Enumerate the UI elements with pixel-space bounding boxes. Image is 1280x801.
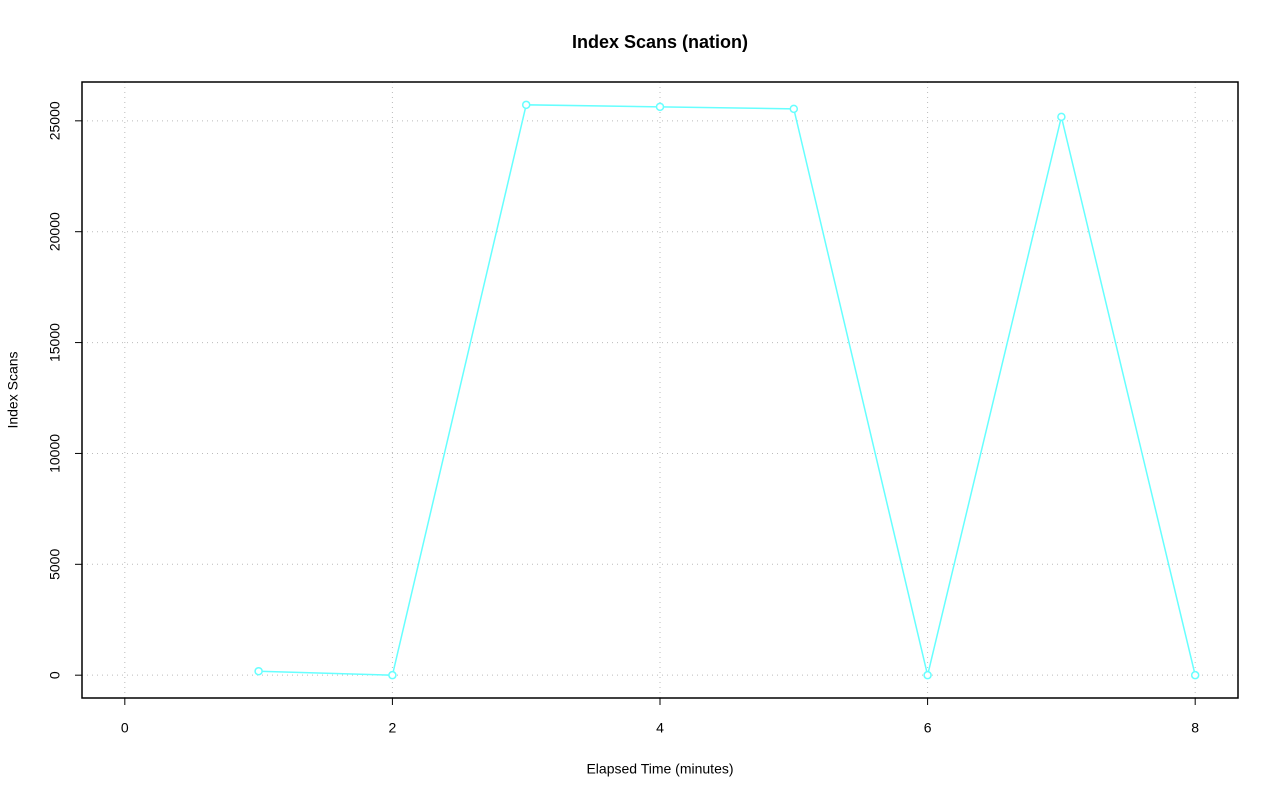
y-tick-label: 10000 [47, 434, 63, 473]
chart-title: Index Scans (nation) [572, 32, 748, 52]
x-axis-label: Elapsed Time (minutes) [586, 761, 733, 777]
data-point [789, 104, 799, 114]
data-point [1190, 670, 1200, 680]
data-point [923, 670, 932, 680]
series-line [258, 104, 1196, 676]
data-point [521, 100, 531, 110]
y-tick-label: 15000 [47, 323, 63, 362]
x-tick-label: 0 [121, 720, 129, 736]
x-tick-label: 2 [389, 720, 397, 736]
y-axis-label: Index Scans [5, 351, 21, 428]
plot-frame [81, 81, 1239, 699]
x-tick-label: 6 [924, 720, 932, 736]
x-tick-label: 4 [656, 720, 664, 736]
y-tick-label: 0 [47, 671, 63, 679]
data-point [254, 666, 263, 676]
data-point [388, 670, 397, 680]
data-point [655, 102, 665, 112]
y-tick-label: 5000 [47, 549, 63, 580]
x-tick-label: 8 [1191, 720, 1199, 736]
y-tick-label: 20000 [47, 212, 63, 251]
y-tick-label: 25000 [47, 101, 63, 140]
data-point [1057, 112, 1066, 122]
